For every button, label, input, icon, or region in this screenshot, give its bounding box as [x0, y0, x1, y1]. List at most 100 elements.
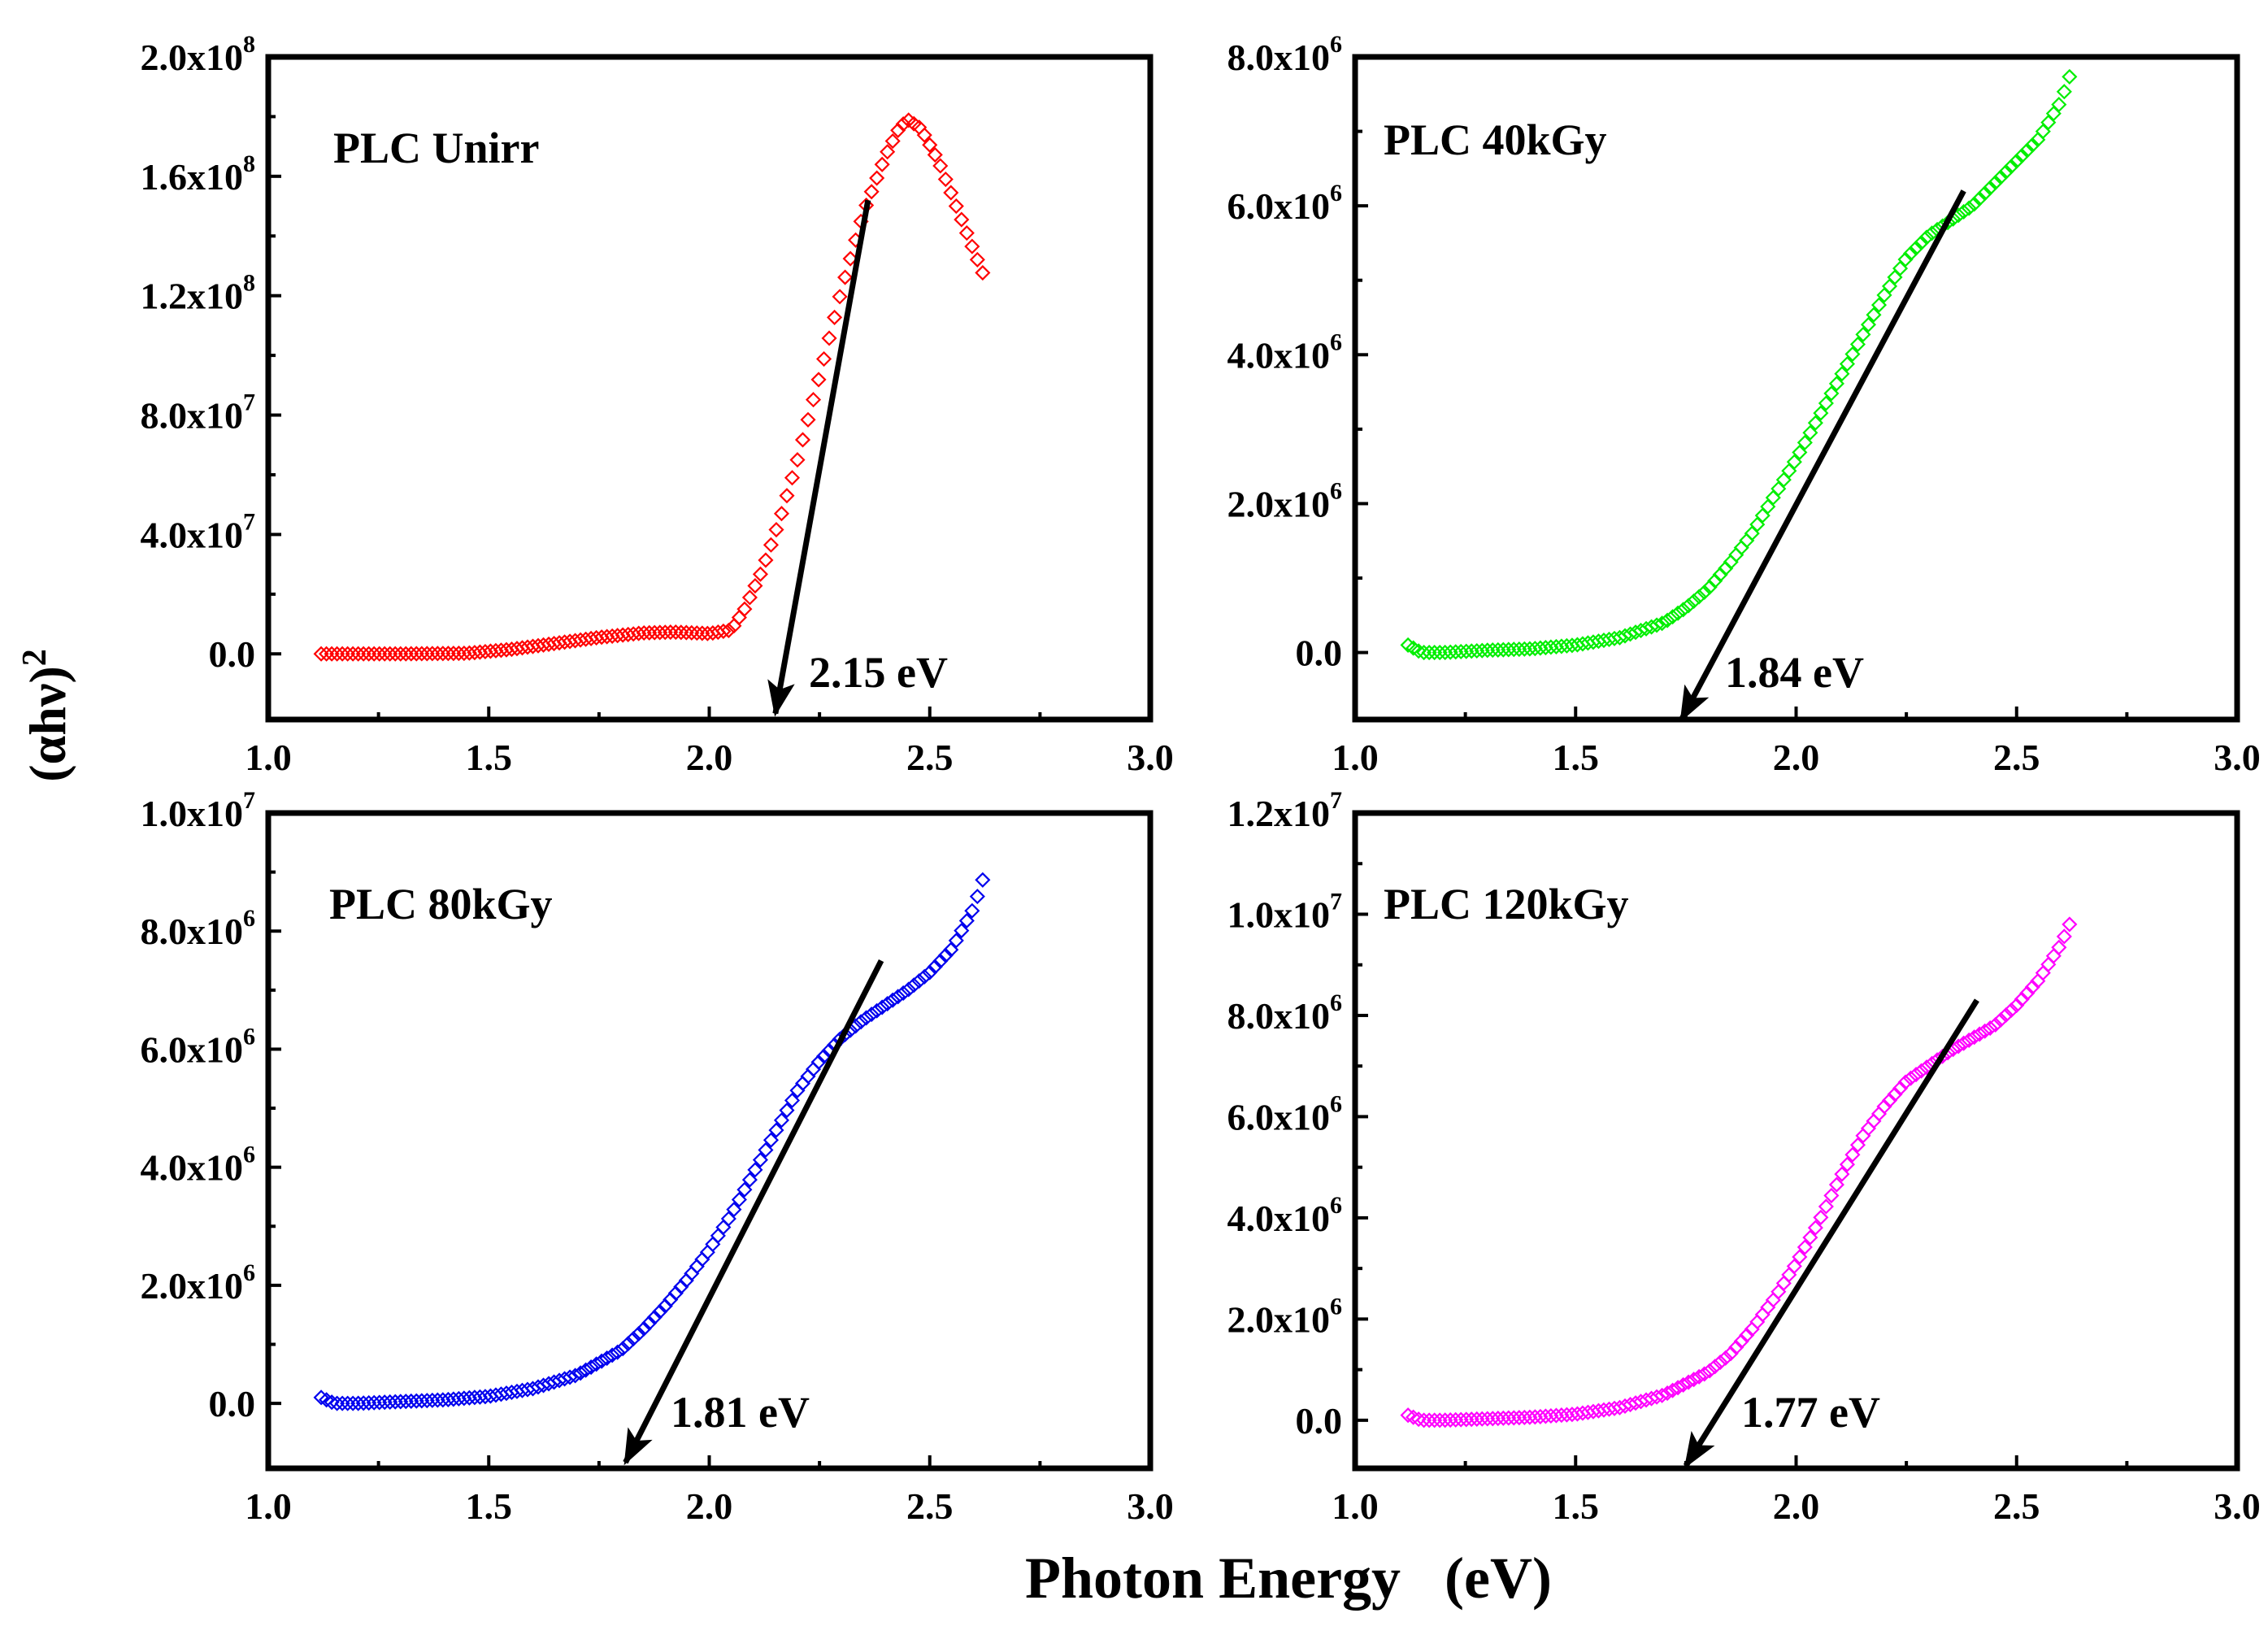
x-tick-label: 1.5 — [466, 737, 513, 778]
data-point — [874, 156, 890, 172]
data-point — [958, 912, 975, 929]
data-point — [313, 646, 329, 662]
y-tick-label: 2.0x108 — [141, 31, 256, 78]
data-point — [932, 158, 949, 174]
data-point — [1870, 1106, 1888, 1122]
data-point — [2040, 956, 2057, 972]
data-point — [403, 646, 419, 662]
x-tick-label: 2.5 — [906, 1485, 954, 1527]
data-point — [1712, 1354, 1728, 1371]
data-point — [641, 624, 658, 641]
data-point — [1516, 641, 1532, 657]
data-point — [1718, 1350, 1734, 1366]
data-point — [779, 488, 795, 504]
y-tick-exponent: 8 — [243, 270, 255, 297]
y-tick-label: 2.0x106 — [141, 1259, 256, 1307]
panel-4: 1.0 1.5 2.0 2.5 3.00.02.0x1064.0x1066.0x1068… — [1227, 787, 2261, 1527]
data-point — [858, 1010, 875, 1026]
data-point — [1834, 366, 1850, 382]
y-tick-exponent: 6 — [1330, 1192, 1342, 1219]
data-point — [1649, 1389, 1665, 1405]
y-tick-mantissa: 8.0x10 — [141, 395, 244, 437]
x-tick-label: 1.5 — [466, 1485, 513, 1527]
data-point — [414, 646, 430, 662]
data-point — [837, 1026, 854, 1042]
data-point — [1781, 1267, 1797, 1283]
data-point — [906, 977, 922, 994]
y-tick-exponent: 7 — [243, 787, 255, 814]
data-point — [667, 624, 684, 641]
y-tick-label: 4.0x106 — [1227, 328, 1343, 376]
data-point — [1432, 645, 1448, 661]
data-point — [673, 1279, 689, 1295]
plot-frame — [1352, 810, 2240, 1472]
data-point — [832, 289, 848, 305]
fit-line-arrow — [1679, 189, 1966, 723]
data-point — [1416, 1412, 1432, 1428]
data-point — [583, 1359, 599, 1376]
data-point — [1484, 642, 1501, 659]
data-point — [1897, 1074, 1914, 1090]
data-point — [387, 646, 403, 662]
data-point — [1961, 1032, 1977, 1049]
data-point — [1940, 215, 1956, 231]
y-tick-exponent: 6 — [1330, 1293, 1342, 1320]
data-point — [424, 646, 441, 662]
y-tick-exponent: 7 — [243, 508, 255, 535]
data-point — [1707, 1359, 1723, 1375]
y-tick-mantissa: 4.0x10 — [141, 1147, 244, 1189]
data-point — [361, 1394, 377, 1411]
data-point — [1998, 163, 2014, 180]
data-point — [1421, 1412, 1437, 1428]
data-point — [408, 646, 424, 662]
y-tick-mantissa: 6.0x10 — [1227, 1096, 1331, 1137]
data-point — [1728, 546, 1744, 563]
y-tick-label: 2.0x106 — [1227, 477, 1343, 524]
data-point — [382, 1394, 398, 1411]
y-tick-label: 6.0x106 — [1227, 180, 1343, 227]
data-point — [324, 1394, 340, 1411]
y-tick-exponent: 6 — [243, 1259, 255, 1286]
data-point — [1971, 1026, 1988, 1042]
data-point — [1421, 645, 1437, 661]
panel-2: 1.0 1.5 2.0 2.5 3.00.02.0x1064.0x1066.0x1068… — [1227, 31, 2261, 778]
data-point — [969, 889, 985, 905]
data-point — [334, 646, 350, 662]
data-point — [340, 646, 356, 662]
data-point — [1501, 641, 1517, 658]
y-tick-label: 1.6x108 — [141, 150, 256, 198]
x-tick-label: 3.0 — [2214, 1485, 2261, 1527]
data-point — [2040, 115, 2057, 131]
x-tick-label: 1.0 — [245, 737, 292, 778]
data-point — [2009, 153, 2025, 169]
data-point — [710, 1228, 726, 1244]
data-point — [1992, 169, 2009, 185]
data-point — [2051, 97, 2067, 113]
x-tick-label: 3.0 — [2214, 737, 2261, 778]
data-point — [615, 1341, 631, 1357]
y-tick-label: 0.0 — [209, 633, 256, 675]
data-point — [1887, 1086, 1903, 1102]
data-point — [1950, 1038, 1966, 1054]
data-point — [1516, 1409, 1532, 1425]
data-point — [1453, 643, 1469, 660]
data-point — [1490, 1411, 1506, 1427]
data-point — [652, 1303, 668, 1320]
data-point — [689, 625, 705, 641]
data-point — [663, 1291, 679, 1308]
data-point — [1680, 1374, 1697, 1390]
data-point — [1792, 1249, 1808, 1265]
y-tick-label: 4.0x106 — [1227, 1192, 1343, 1239]
data-point — [1739, 533, 1755, 549]
data-point — [657, 1298, 673, 1314]
data-point — [1918, 1059, 1935, 1076]
x-tick-label: 2.0 — [686, 737, 733, 778]
data-point — [1998, 1007, 2014, 1024]
data-point — [937, 171, 954, 188]
data-point — [2019, 142, 2036, 159]
x-tick-label: 2.5 — [1993, 737, 2040, 778]
y-tick-exponent: 8 — [243, 150, 255, 177]
data-point — [1828, 376, 1844, 392]
data-point — [1410, 643, 1427, 659]
data-point — [1897, 251, 1914, 267]
